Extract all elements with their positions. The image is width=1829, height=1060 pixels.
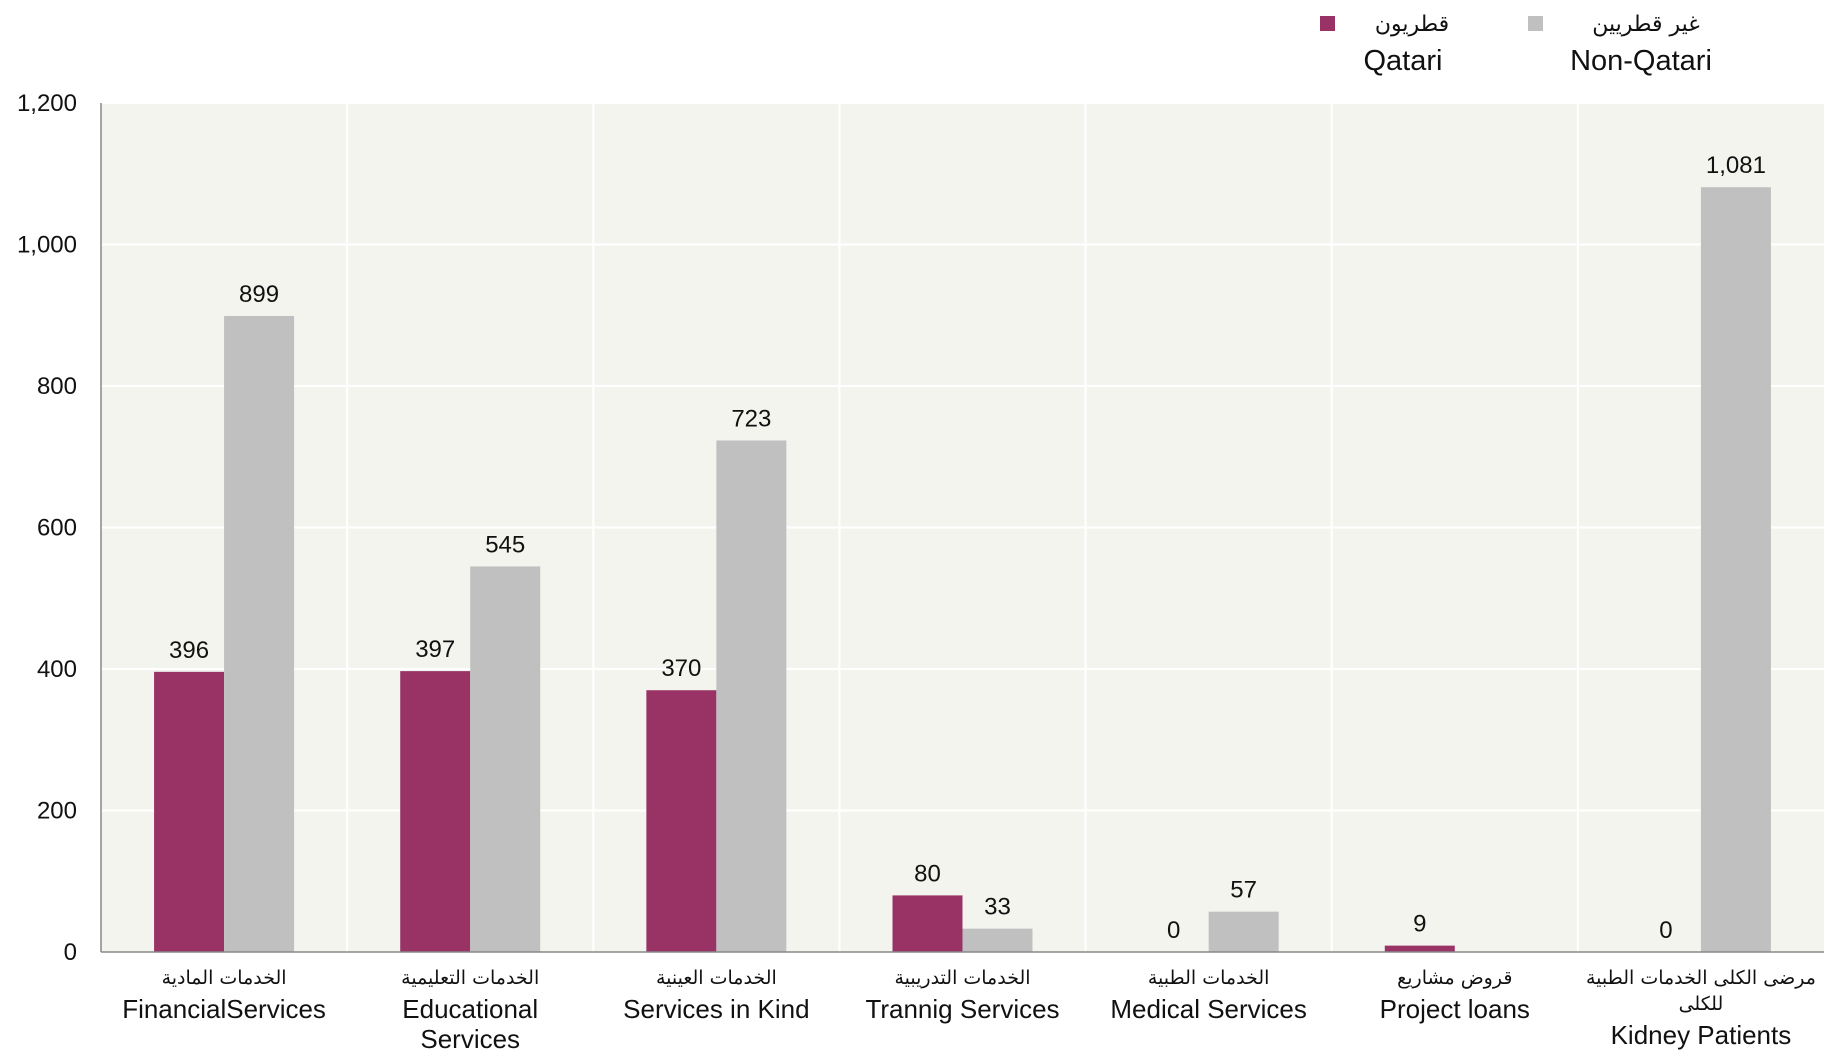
y-tick-label: 200 — [37, 798, 77, 825]
category-label-en: Trannig Services — [865, 994, 1059, 1024]
grid-layer — [101, 102, 1824, 952]
bar-qatari — [892, 895, 963, 952]
category-label-ar: للكلى — [1679, 993, 1724, 1015]
legend-swatch — [1320, 16, 1335, 31]
category-label-ar: الخدمات المادية — [162, 967, 287, 989]
labels-layer: 396 397 370 80 0 9 0 899 545 723 33 57 1,081 — [169, 152, 1766, 944]
bars-layer — [154, 187, 1771, 952]
data-label: 9 — [1413, 911, 1426, 938]
legend: قطريون Qatari غير قطريين Non-Qatari — [1320, 12, 1712, 77]
y-tick-label: 400 — [37, 656, 77, 683]
data-label: 370 — [661, 655, 701, 682]
category-label-en: FinancialServices — [122, 994, 326, 1024]
category-label-en: Kidney Patients — [1611, 1020, 1792, 1050]
y-tick-label: 0 — [64, 939, 77, 966]
data-label: 723 — [731, 405, 771, 432]
data-label: 0 — [1167, 917, 1180, 944]
data-label: 57 — [1230, 877, 1257, 904]
category-label-ar: قروض مشاريع — [1397, 967, 1512, 989]
data-label: 397 — [415, 636, 455, 663]
legend-label-en: Qatari — [1364, 45, 1443, 77]
bar-qatari — [154, 671, 225, 952]
legend-label-ar: قطريون — [1375, 12, 1449, 37]
category-label-ar: الخدمات التدريبية — [894, 967, 1030, 989]
data-label: 899 — [239, 281, 279, 308]
bar-non-qatari — [224, 315, 295, 952]
category-label-en: Services in Kind — [623, 994, 809, 1024]
y-tick-label: 1,000 — [17, 232, 77, 259]
y-tick-label: 1,200 — [17, 90, 77, 117]
legend-swatch — [1528, 16, 1543, 31]
data-label: 33 — [984, 894, 1011, 921]
category-label-en: Project loans — [1380, 994, 1530, 1024]
category-label-ar: الخدمات العينية — [656, 967, 777, 989]
legend-label-ar: غير قطريين — [1592, 12, 1700, 37]
bar-non-qatari — [962, 928, 1033, 952]
data-label: 1,081 — [1706, 152, 1766, 179]
bar-non-qatari — [716, 440, 787, 952]
y-tick-label: 600 — [37, 515, 77, 542]
bar-non-qatari — [1700, 187, 1771, 952]
category-label-ar: الخدمات التعليمية — [401, 967, 539, 989]
bar-non-qatari — [470, 566, 541, 952]
data-label: 80 — [914, 860, 941, 887]
data-label: 396 — [169, 637, 209, 664]
category-label-en: Educational — [402, 994, 538, 1024]
category-label-en: Medical Services — [1110, 994, 1307, 1024]
data-label: 0 — [1659, 917, 1672, 944]
data-label: 545 — [485, 531, 525, 558]
bar-qatari — [400, 671, 471, 952]
category-label-ar: الخدمات الطبية — [1148, 967, 1270, 989]
legend-label-en: Non-Qatari — [1570, 45, 1712, 77]
bar-qatari — [646, 690, 717, 952]
bar-qatari — [1384, 945, 1455, 952]
category-label-ar: مرضى الكلى الخدمات الطبية — [1586, 967, 1816, 989]
y-tick-label: 800 — [37, 373, 77, 400]
bar-non-qatari — [1208, 911, 1279, 952]
category-label-en: Services — [420, 1024, 520, 1054]
